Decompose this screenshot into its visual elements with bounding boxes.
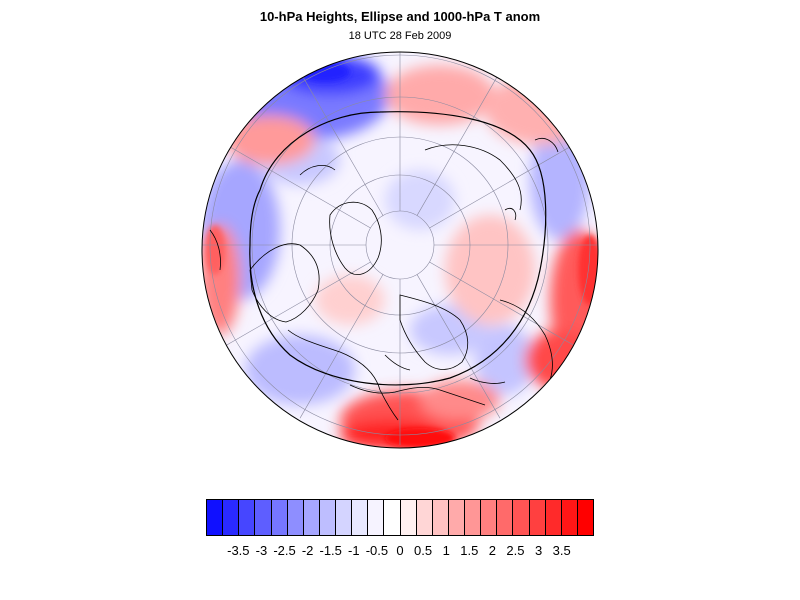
colorbar-tick-label: -3.5 xyxy=(227,543,250,558)
colorbar-swatch xyxy=(207,500,223,535)
colorbar-swatch xyxy=(431,500,448,535)
map-subtitle: 18 UTC 28 Feb 2009 xyxy=(348,30,452,42)
colorbar-swatch xyxy=(286,500,303,535)
colorbar-swatch xyxy=(415,500,432,535)
colorbar-swatch xyxy=(222,500,239,535)
colorbar-tick-label: -1.5 xyxy=(319,543,342,558)
colorbar-swatch xyxy=(238,500,255,535)
colorbar-swatch xyxy=(576,500,593,535)
colorbar-swatch xyxy=(302,500,319,535)
vortex-ellipse xyxy=(249,111,547,386)
colorbar-tick-labels: -3.5 -3 -2.5 -2 -1.5 -1 -0.5 0 0.5 1 1.5 2 2.5 3 3.5 xyxy=(0,543,800,563)
colorbar-swatch xyxy=(464,500,481,535)
colorbar-swatch xyxy=(447,500,464,535)
coastlines xyxy=(209,137,559,421)
colorbar-swatch xyxy=(367,500,384,535)
colorbar-tick-label: -0.5 xyxy=(365,543,389,558)
colorbar-swatch xyxy=(351,500,368,535)
colorbar-tick-label: 0.5 xyxy=(414,543,433,558)
temperature-anomaly-field xyxy=(202,52,598,448)
colorbar-swatch xyxy=(399,500,416,535)
colorbar-swatch xyxy=(528,500,545,535)
colorbar-swatch xyxy=(254,500,271,535)
colorbar-swatch xyxy=(270,500,287,535)
colorbar-swatch xyxy=(560,500,577,535)
colorbar-tick-label: 3.5 xyxy=(552,543,571,558)
colorbar-tick-label: -3 xyxy=(255,543,268,558)
colorbar-tick-label: -2 xyxy=(301,543,314,558)
colorbar-tick-label: 1.5 xyxy=(460,543,479,558)
colorbar-swatch xyxy=(318,500,335,535)
colorbar-tick-label: 1 xyxy=(442,543,450,558)
colorbar-tick-label: 2 xyxy=(488,543,496,558)
colorbar xyxy=(206,499,594,536)
colorbar-tick-label: -1 xyxy=(348,543,360,558)
colorbar-tick-label: 3 xyxy=(534,543,543,558)
colorbar-swatch xyxy=(512,500,529,535)
colorbar-swatch xyxy=(383,500,400,535)
colorbar-swatch xyxy=(480,500,497,535)
map-title: 10-hPa Heights, Ellipse and 1000-hPa T a… xyxy=(259,9,541,24)
colorbar-tick-label: -2.5 xyxy=(273,543,296,558)
colorbar-swatch xyxy=(335,500,352,535)
colorbar-tick-label: 2.5 xyxy=(506,543,525,558)
colorbar-swatch xyxy=(496,500,513,535)
colorbar-swatch xyxy=(544,500,561,535)
colorbar-tick-label: 0 xyxy=(396,543,404,558)
globe-outline xyxy=(201,51,599,449)
